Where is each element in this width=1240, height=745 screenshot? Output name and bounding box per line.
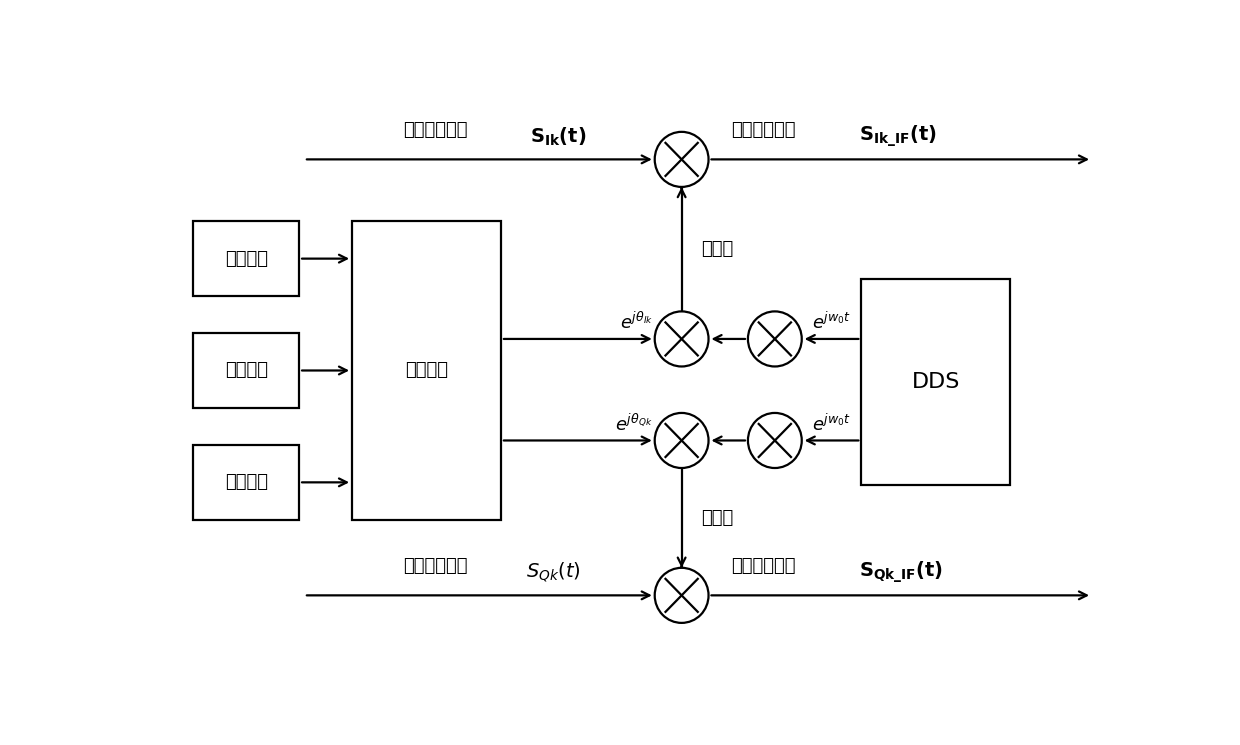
Text: 取虚部: 取虚部 <box>701 509 733 527</box>
FancyBboxPatch shape <box>193 445 299 520</box>
Ellipse shape <box>748 413 802 468</box>
Text: $e^{jw_0t}$: $e^{jw_0t}$ <box>812 413 851 435</box>
FancyBboxPatch shape <box>862 279 1011 485</box>
Text: 移相控制: 移相控制 <box>405 361 448 379</box>
Text: 映射关系: 映射关系 <box>224 473 268 492</box>
Text: 正交支路中频: 正交支路中频 <box>732 557 796 574</box>
Text: $e^{j\theta_{Qk}}$: $e^{j\theta_{Qk}}$ <box>615 413 652 435</box>
FancyBboxPatch shape <box>352 221 501 520</box>
Text: 同相支路基带: 同相支路基带 <box>403 121 467 139</box>
Text: DDS: DDS <box>911 372 960 392</box>
Text: $S_{Qk}(t)$: $S_{Qk}(t)$ <box>526 561 580 584</box>
Text: 取实部: 取实部 <box>701 240 733 259</box>
Ellipse shape <box>655 311 708 367</box>
Ellipse shape <box>655 568 708 623</box>
Text: $\mathbf{S_{Qk\_IF}(t)}$: $\mathbf{S_{Qk\_IF}(t)}$ <box>859 559 944 584</box>
FancyBboxPatch shape <box>193 221 299 296</box>
Ellipse shape <box>655 132 708 187</box>
Text: $\mathbf{S_{Ik}(t)}$: $\mathbf{S_{Ik}(t)}$ <box>529 126 587 148</box>
Ellipse shape <box>748 311 802 367</box>
Text: 正交支路基带: 正交支路基带 <box>403 557 467 574</box>
Text: $e^{j\theta_{Ik}}$: $e^{j\theta_{Ik}}$ <box>620 312 652 333</box>
FancyBboxPatch shape <box>193 333 299 408</box>
Text: 期望方向: 期望方向 <box>224 361 268 379</box>
Text: 阵列流形: 阵列流形 <box>224 250 268 267</box>
Text: $\mathbf{S_{Ik\_IF}(t)}$: $\mathbf{S_{Ik\_IF}(t)}$ <box>859 123 937 148</box>
Text: 同相支路中频: 同相支路中频 <box>732 121 796 139</box>
Ellipse shape <box>655 413 708 468</box>
Text: $e^{jw_0t}$: $e^{jw_0t}$ <box>812 312 851 333</box>
